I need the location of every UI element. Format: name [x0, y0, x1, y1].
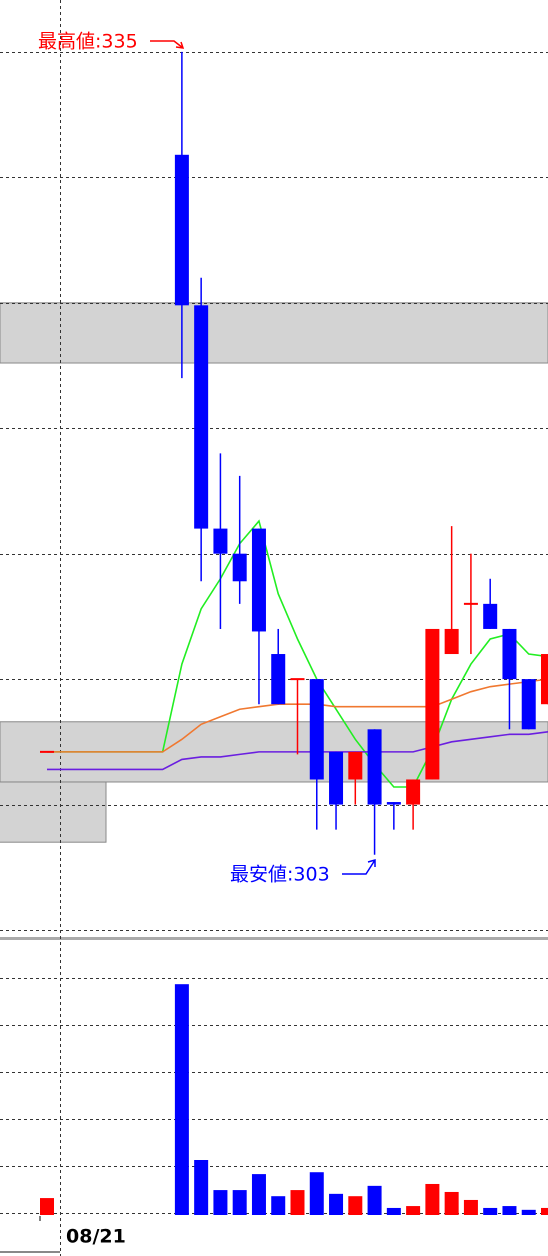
volume-bar [386, 1207, 401, 1215]
volume-bar [463, 1199, 478, 1215]
candle-body [348, 751, 363, 780]
volume-bar [194, 1160, 209, 1215]
candle-body [406, 779, 421, 805]
candle-body [232, 553, 247, 582]
date-label: 08/21 [66, 1226, 126, 1248]
volume-bar [521, 1209, 536, 1215]
volume-bar [483, 1207, 498, 1215]
candle-body [367, 729, 382, 805]
volume-bar [348, 1196, 363, 1215]
volume-bar [425, 1183, 440, 1215]
low-arrow [342, 859, 376, 875]
candle-body [251, 528, 266, 632]
candle-body [444, 628, 459, 655]
volume-bar [271, 1196, 286, 1215]
volume-bar [444, 1191, 459, 1215]
volume-bar [406, 1206, 421, 1215]
volume-bar [329, 1193, 344, 1215]
candle-body [521, 679, 536, 730]
low-annotation: 最安値:303 [230, 864, 330, 886]
candle-body [483, 603, 498, 629]
volume-bar [174, 984, 189, 1215]
volume-bar [502, 1206, 517, 1215]
candle-body [386, 802, 401, 805]
candle-body [309, 679, 324, 780]
volume-bar [290, 1190, 305, 1215]
candle-body [194, 305, 209, 529]
candle-body [541, 654, 548, 705]
high-arrow [150, 40, 185, 49]
volume-bar [251, 1174, 266, 1215]
volume-bar [367, 1185, 382, 1215]
candle-body [271, 654, 286, 705]
volume-bar [232, 1190, 247, 1215]
high-annotation: 最高値:335 [38, 31, 138, 53]
candle-body [502, 628, 517, 680]
volume-bar [309, 1172, 324, 1215]
volume-bar [40, 1198, 54, 1215]
candle-body [329, 751, 344, 805]
candle-body [174, 154, 189, 306]
volume-bar [541, 1207, 548, 1215]
price-zone [0, 781, 107, 843]
volume-bar [213, 1190, 228, 1215]
candle-body [213, 528, 228, 554]
candle-body [425, 628, 440, 780]
price-zone [0, 302, 548, 364]
